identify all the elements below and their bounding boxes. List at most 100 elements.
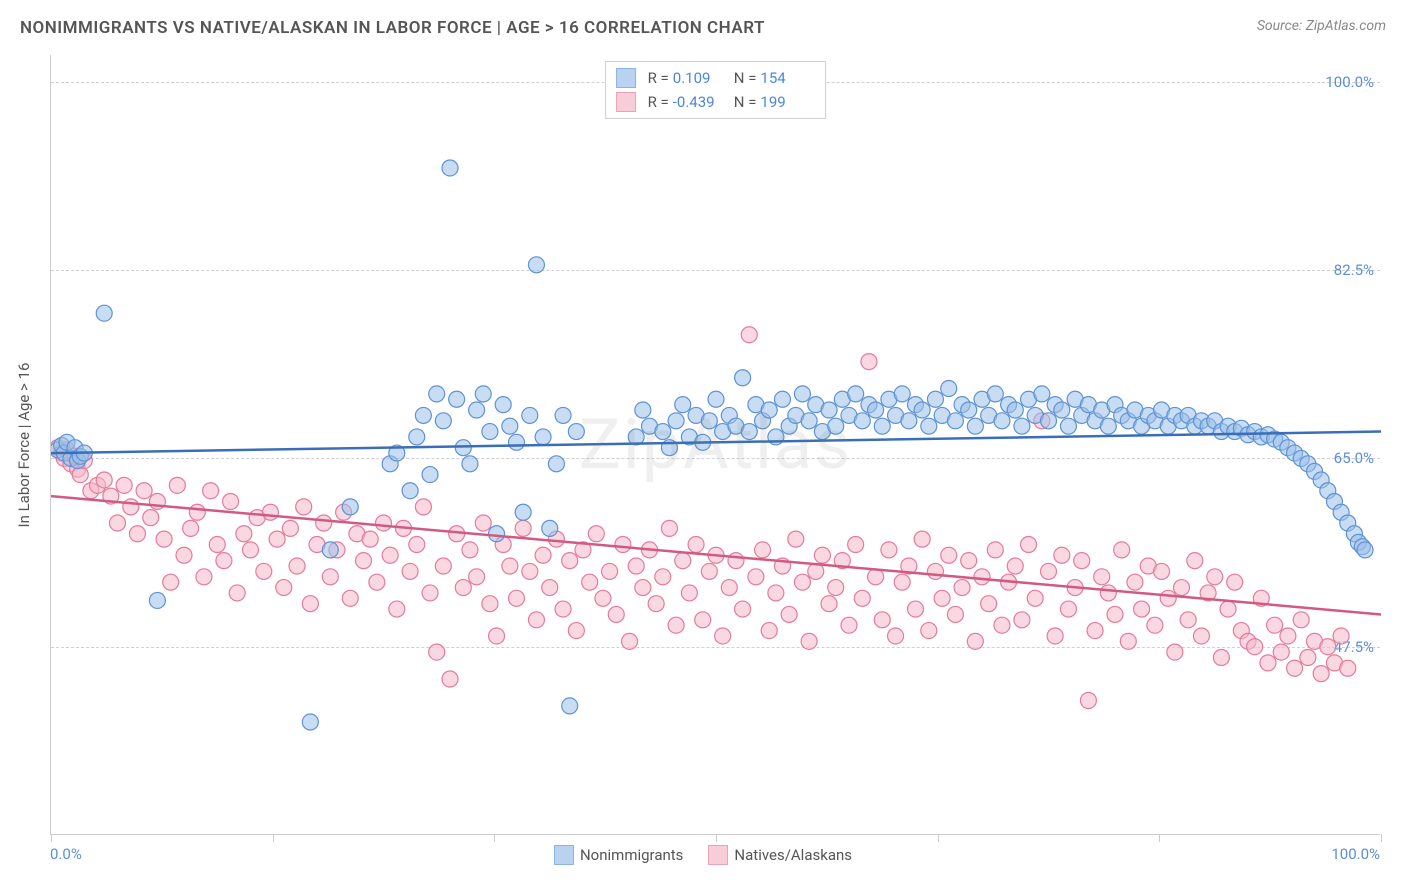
scatter-point [675, 553, 691, 569]
scatter-point [136, 483, 152, 499]
scatter-point [981, 596, 997, 612]
scatter-point [775, 391, 791, 407]
scatter-point [828, 418, 844, 434]
scatter-point [522, 407, 538, 423]
scatter-point [761, 402, 777, 418]
scatter-point [422, 585, 438, 601]
scatter-point [961, 402, 977, 418]
scatter-point [1180, 612, 1196, 628]
scatter-point [415, 499, 431, 515]
scatter-point [927, 563, 943, 579]
scatter-point [1054, 547, 1070, 563]
x-tick [1159, 834, 1160, 842]
scatter-point [701, 413, 717, 429]
scatter-point [1287, 660, 1303, 676]
scatter-point [814, 547, 830, 563]
series-name: Natives/Alaskans [734, 846, 852, 864]
scatter-point [289, 558, 305, 574]
scatter-point [409, 429, 425, 445]
scatter-point [216, 553, 232, 569]
scatter-point [96, 305, 112, 321]
scatter-point [1357, 542, 1373, 558]
scatter-point [828, 580, 844, 596]
correlation-legend-row: R =0.109N =154 [616, 66, 816, 90]
scatter-point [1160, 590, 1176, 606]
scatter-point [548, 456, 564, 472]
scatter-point [143, 510, 159, 526]
scatter-point [1273, 644, 1289, 660]
scatter-point [934, 590, 950, 606]
scatter-point [475, 515, 491, 531]
scatter-point [509, 434, 525, 450]
scatter-point [921, 418, 937, 434]
scatter-point [1333, 628, 1349, 644]
scatter-point [276, 580, 292, 596]
scatter-point [688, 537, 704, 553]
scatter-point [894, 386, 910, 402]
scatter-point [781, 606, 797, 622]
scatter-point [262, 504, 278, 520]
scatter-point [927, 391, 943, 407]
n-label: N = [734, 69, 757, 87]
x-tick [494, 834, 495, 842]
scatter-point [974, 569, 990, 585]
scatter-point [794, 574, 810, 590]
scatter-point [655, 424, 671, 440]
scatter-point [848, 537, 864, 553]
scatter-point [841, 617, 857, 633]
scatter-point [994, 617, 1010, 633]
scatter-point [1260, 655, 1276, 671]
scatter-point [528, 257, 544, 273]
scatter-point [1340, 660, 1356, 676]
scatter-point [675, 397, 691, 413]
scatter-point [668, 617, 684, 633]
scatter-point [1087, 623, 1103, 639]
scatter-point [881, 542, 897, 558]
scatter-point [768, 585, 784, 601]
x-max-label: 100.0% [1331, 845, 1380, 863]
scatter-point [1100, 585, 1116, 601]
scatter-point [495, 397, 511, 413]
scatter-point [189, 504, 205, 520]
scatter-point [761, 623, 777, 639]
scatter-point [987, 542, 1003, 558]
scatter-point [741, 327, 757, 343]
scatter-point [615, 537, 631, 553]
scatter-point [1041, 563, 1057, 579]
scatter-point [1147, 617, 1163, 633]
scatter-point [987, 386, 1003, 402]
y-axis-title: In Labor Force | Age > 16 [15, 363, 33, 528]
scatter-point [954, 580, 970, 596]
scatter-point [821, 402, 837, 418]
scatter-point [848, 386, 864, 402]
scatter-point [502, 558, 518, 574]
chart-title: NONIMMIGRANTS VS NATIVE/ALASKAN IN LABOR… [20, 18, 765, 38]
scatter-point [376, 515, 392, 531]
scatter-point [1227, 574, 1243, 590]
scatter-point [1300, 649, 1316, 665]
scatter-point [535, 429, 551, 445]
n-value: 199 [760, 93, 815, 111]
scatter-point [482, 424, 498, 440]
scatter-point [967, 418, 983, 434]
scatter-point [801, 633, 817, 649]
scatter-point [961, 553, 977, 569]
scatter-point [176, 547, 192, 563]
scatter-point [123, 499, 139, 515]
scatter-point [1021, 537, 1037, 553]
scatter-point [1220, 601, 1236, 617]
scatter-svg [51, 55, 1381, 835]
scatter-point [322, 569, 338, 585]
scatter-point [469, 569, 485, 585]
scatter-point [735, 601, 751, 617]
scatter-point [921, 623, 937, 639]
n-label: N = [734, 93, 757, 111]
scatter-point [888, 628, 904, 644]
source-attribution: Source: ZipAtlas.com [1257, 18, 1386, 34]
scatter-point [542, 520, 558, 536]
scatter-point [1047, 628, 1063, 644]
scatter-point [229, 585, 245, 601]
x-tick [51, 834, 52, 842]
scatter-point [502, 418, 518, 434]
series-legend-item: Natives/Alaskans [708, 845, 852, 865]
